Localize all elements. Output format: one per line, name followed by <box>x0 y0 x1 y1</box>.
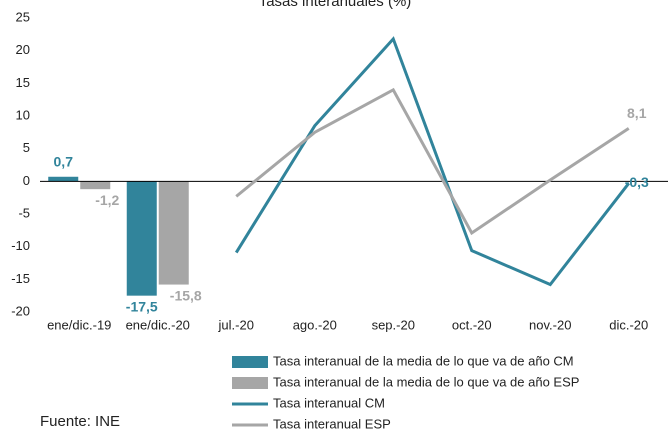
x-tick-label: ene/dic.-20 <box>126 317 190 332</box>
legend-label: Tasa interanual de la media de lo que va… <box>273 374 579 389</box>
x-tick-label: nov.-20 <box>529 317 571 332</box>
y-tick-label: -5 <box>18 205 30 220</box>
y-tick-label: 0 <box>23 173 30 188</box>
line-series <box>234 36 630 287</box>
x-tick-label: oct.-20 <box>452 317 492 332</box>
y-tick-label: 10 <box>16 107 30 122</box>
y-tick-label: -10 <box>11 238 30 253</box>
data-label: 8,1 <box>627 105 647 121</box>
line-series <box>235 87 630 236</box>
legend-swatch <box>232 356 268 368</box>
y-tick-label: -15 <box>11 271 30 286</box>
legend-label: Tasa interanual ESP <box>273 416 391 431</box>
y-tick-label: 25 <box>16 9 30 24</box>
data-label: -0,3 <box>625 174 649 190</box>
bar <box>126 181 157 296</box>
legend-swatch <box>232 377 268 389</box>
bar <box>80 181 111 190</box>
x-tick-label: ene/dic.-19 <box>47 317 111 332</box>
y-tick-label: 15 <box>16 75 30 90</box>
chart-title: Tasas interanuales (%) <box>259 0 412 10</box>
y-tick-label: -20 <box>11 303 30 318</box>
legend-label: Tasa interanual de la media de lo que va… <box>273 353 574 368</box>
data-label: -15,8 <box>170 287 202 303</box>
data-label: -17,5 <box>126 298 158 314</box>
y-tick-label: 20 <box>16 42 30 57</box>
x-tick-label: sep.-20 <box>372 317 415 332</box>
legend-label: Tasa interanual CM <box>273 395 385 410</box>
source-note: Fuente: INE <box>40 413 120 430</box>
bar <box>48 176 79 182</box>
x-tick-label: jul.-20 <box>218 317 254 332</box>
bar <box>158 181 189 285</box>
y-tick-label: 5 <box>23 140 30 155</box>
data-label: 0,7 <box>54 153 74 169</box>
x-tick-label: dic.-20 <box>609 317 648 332</box>
x-tick-label: ago.-20 <box>293 317 337 332</box>
data-label: -1,2 <box>95 192 119 208</box>
